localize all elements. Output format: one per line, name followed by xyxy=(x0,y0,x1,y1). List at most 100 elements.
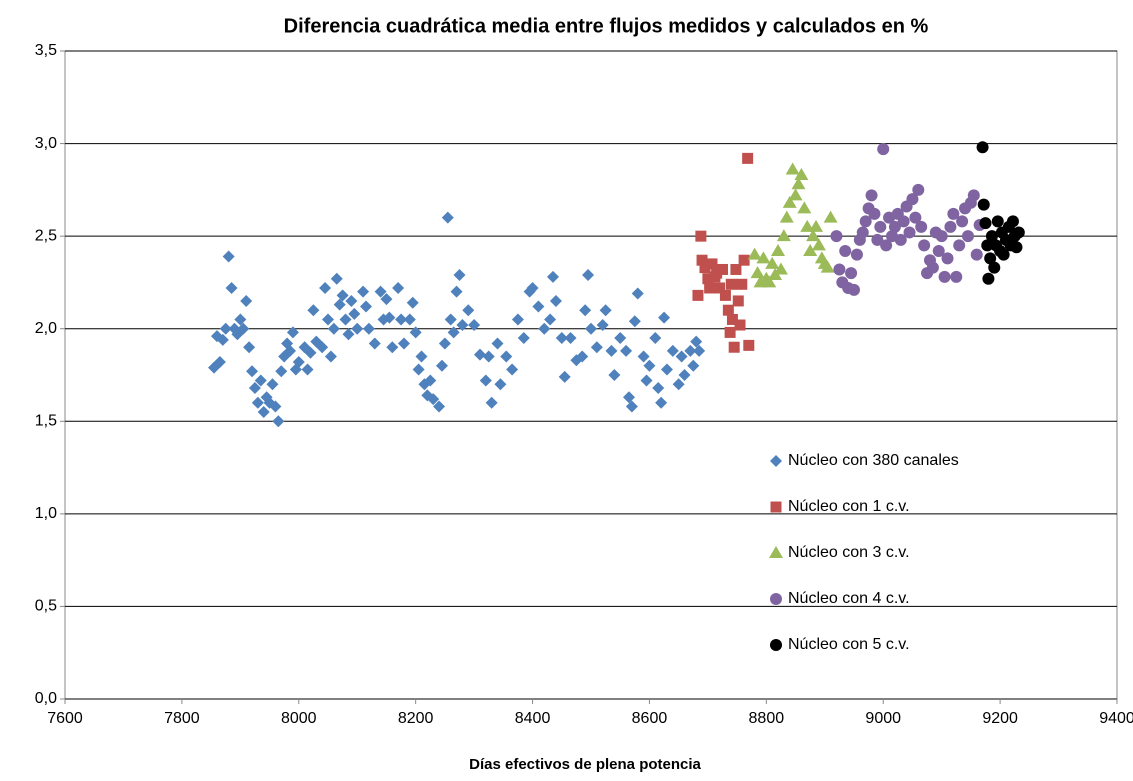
data-point xyxy=(874,220,887,233)
data-point xyxy=(538,322,551,335)
legend-marker xyxy=(770,639,782,651)
data-point xyxy=(351,322,364,335)
data-point xyxy=(620,344,633,357)
data-point xyxy=(605,344,618,357)
data-point xyxy=(977,198,990,211)
data-point xyxy=(655,396,668,409)
data-point xyxy=(284,344,297,357)
data-point xyxy=(906,193,919,206)
data-point xyxy=(292,356,305,369)
data-point xyxy=(462,304,475,317)
data-point xyxy=(690,335,703,348)
data-point xyxy=(386,341,399,354)
data-point xyxy=(383,311,396,324)
data-point xyxy=(938,270,951,283)
data-point xyxy=(877,143,890,156)
data-point xyxy=(576,350,589,363)
y-tick-label: 0,5 xyxy=(35,598,57,615)
data-point xyxy=(915,220,928,233)
data-point xyxy=(833,263,846,276)
data-point xyxy=(702,273,714,285)
data-point xyxy=(222,250,235,263)
data-point xyxy=(395,313,408,326)
data-point xyxy=(579,304,592,317)
data-point xyxy=(631,287,644,300)
x-tick-label: 7800 xyxy=(164,710,200,727)
data-point xyxy=(820,260,835,273)
data-point xyxy=(412,363,425,376)
data-point xyxy=(266,378,279,391)
data-point xyxy=(511,313,524,326)
y-tick-label: 1,5 xyxy=(35,413,57,430)
data-point xyxy=(660,363,673,376)
data-point xyxy=(237,322,250,335)
y-tick-label: 1,0 xyxy=(35,505,57,522)
data-point xyxy=(894,233,907,246)
data-point xyxy=(782,195,797,208)
data-point xyxy=(286,326,299,339)
data-point xyxy=(479,374,492,387)
data-point xyxy=(403,313,416,326)
data-point xyxy=(909,211,922,224)
data-point xyxy=(736,278,748,290)
legend-label: Núcleo con 5 c.v. xyxy=(788,636,910,653)
data-point xyxy=(944,220,957,233)
data-point xyxy=(717,263,728,275)
x-tick-label: 9400 xyxy=(1099,710,1133,727)
data-point xyxy=(582,269,595,282)
data-point xyxy=(743,339,755,351)
data-point xyxy=(409,326,422,339)
data-point xyxy=(779,210,794,223)
data-point xyxy=(491,337,504,350)
data-point xyxy=(319,281,332,294)
legend-marker xyxy=(770,593,782,605)
data-point xyxy=(687,359,700,372)
data-point xyxy=(953,239,966,252)
data-point xyxy=(216,333,229,346)
data-point xyxy=(871,233,884,246)
data-point xyxy=(848,283,860,296)
data-point xyxy=(684,344,697,357)
data-point xyxy=(482,350,495,363)
data-point xyxy=(678,369,691,381)
data-point xyxy=(912,183,925,196)
data-point xyxy=(316,341,329,354)
data-point xyxy=(397,337,410,350)
data-point xyxy=(330,272,343,285)
chart-title: Diferencia cuadrática media entre flujos… xyxy=(284,15,929,37)
data-point xyxy=(456,319,469,332)
data-point xyxy=(897,215,910,228)
data-point xyxy=(652,381,665,394)
data-point xyxy=(625,400,638,413)
y-tick-label: 2,0 xyxy=(35,320,57,337)
data-point xyxy=(517,331,530,344)
data-point xyxy=(213,356,226,369)
data-point xyxy=(269,400,282,413)
data-point xyxy=(903,226,916,239)
data-point xyxy=(307,304,320,317)
x-tick-label: 8800 xyxy=(749,710,785,727)
data-point xyxy=(991,215,1004,228)
data-point xyxy=(585,322,597,335)
data-point xyxy=(468,319,481,332)
data-point xyxy=(926,261,939,274)
data-point xyxy=(608,369,621,381)
data-point xyxy=(868,207,881,220)
data-point xyxy=(450,285,463,298)
data-point xyxy=(675,350,688,363)
data-point xyxy=(788,188,803,201)
data-point xyxy=(441,211,454,224)
data-point xyxy=(447,326,460,339)
data-point xyxy=(981,239,994,252)
data-point xyxy=(640,374,653,387)
data-point xyxy=(544,313,557,326)
data-point xyxy=(941,252,954,265)
data-point xyxy=(234,313,247,326)
data-point xyxy=(692,289,704,301)
data-point xyxy=(696,254,708,266)
data-point xyxy=(614,331,627,344)
data-point xyxy=(438,337,451,350)
data-point xyxy=(380,293,393,306)
data-point xyxy=(693,344,706,357)
